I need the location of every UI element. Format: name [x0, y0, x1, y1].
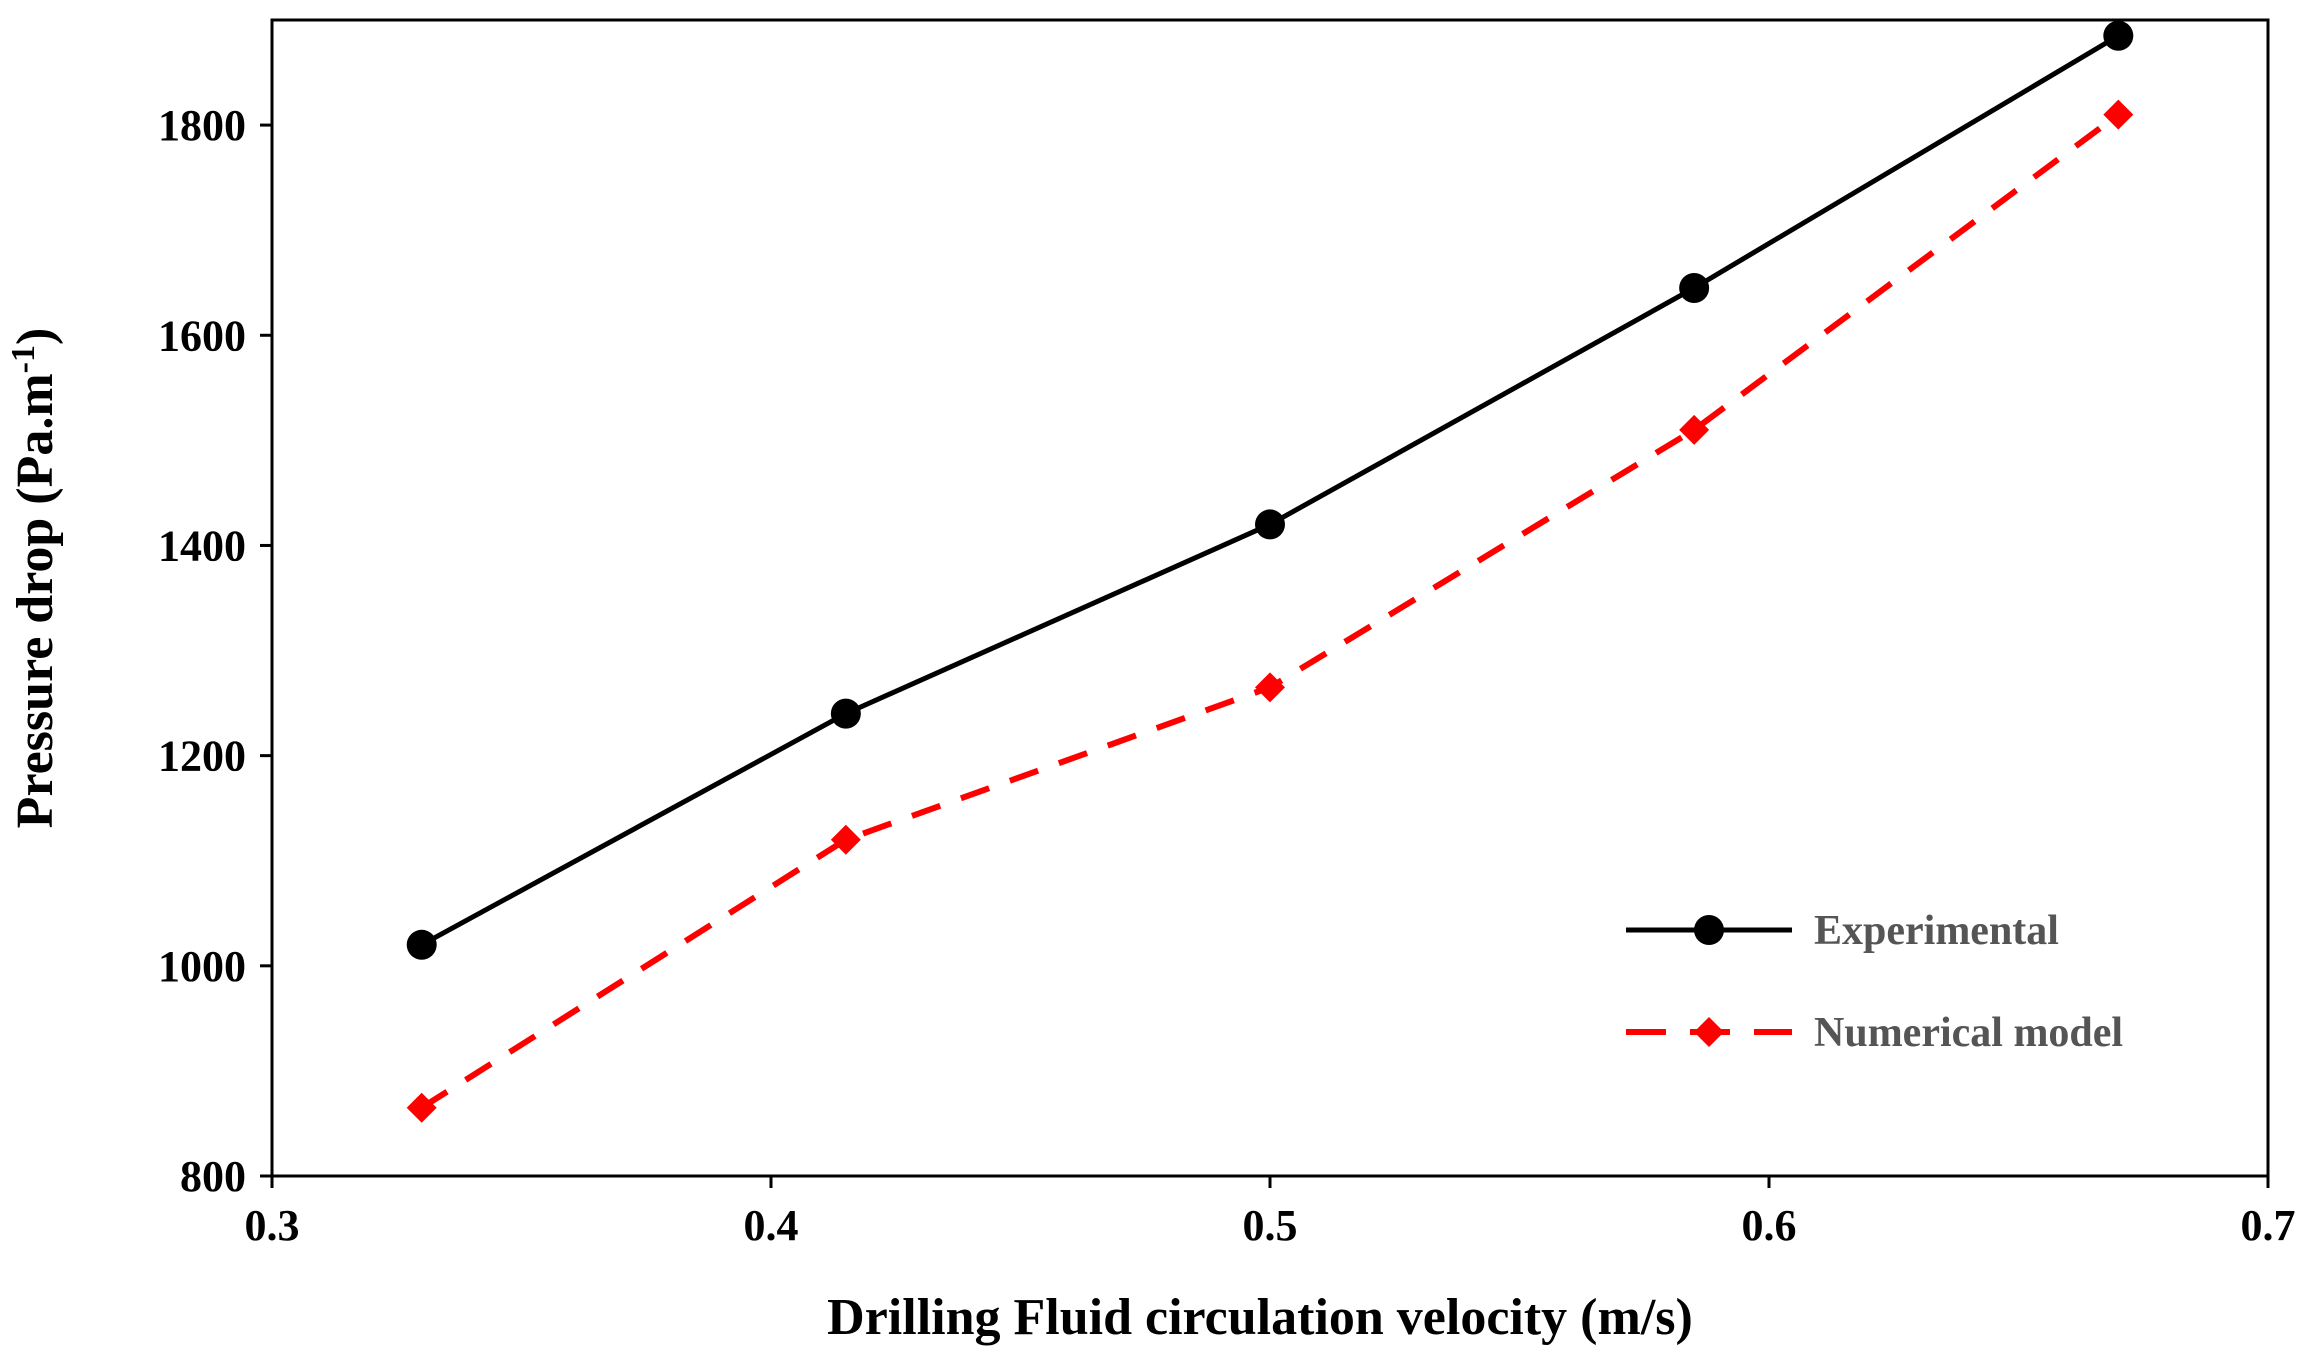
data-point-experimental: [406, 929, 437, 960]
data-point-experimental: [2103, 20, 2134, 51]
y-tick-label: 1800: [158, 101, 246, 150]
y-tick-label: 1200: [158, 732, 246, 781]
y-axis-ticks: 800 1000 1200 1400 1600 1800: [158, 101, 272, 1201]
series-layer: [406, 20, 2134, 1123]
x-axis-title: Drilling Fluid circulation velocity (m/s…: [827, 1289, 1693, 1346]
legend-marker-experimental: [1694, 915, 1724, 945]
plot-area-frame: [270, 18, 2270, 1178]
legend: Experimental Numerical model: [1626, 908, 2123, 1056]
data-point-numerical-model: [1679, 414, 1710, 445]
x-tick-label: 0.4: [744, 1201, 799, 1250]
x-axis-ticks: 0.3 0.4 0.5 0.6 0.7: [245, 1176, 2296, 1250]
y-tick-label: 1000: [158, 942, 246, 991]
data-point-experimental: [1679, 272, 1710, 303]
series-line-numerical-model: [420, 112, 2121, 1111]
legend-marker-numerical-model: [1694, 1017, 1724, 1047]
legend-label-experimental: Experimental: [1814, 908, 2059, 954]
data-point-numerical-model: [1255, 672, 1285, 703]
y-axis-title-main: Pressure drop (Pa.m: [7, 373, 64, 828]
data-point-numerical-model: [830, 824, 861, 855]
y-tick-label: 1600: [158, 311, 246, 360]
y-axis-title: Pressure drop (Pa.m-1): [5, 328, 64, 829]
x-tick-label: 0.3: [245, 1201, 300, 1250]
y-axis-title-close: ): [7, 328, 64, 345]
y-axis-title-superscript: -1: [5, 345, 42, 373]
x-tick-label: 0.6: [1742, 1201, 1797, 1250]
legend-label-numerical-model: Numerical model: [1814, 1010, 2123, 1056]
series-line-experimental: [420, 33, 2120, 947]
data-point-experimental: [1255, 509, 1285, 540]
x-tick-label: 0.7: [2241, 1201, 2296, 1250]
x-tick-label: 0.5: [1243, 1201, 1298, 1250]
data-point-numerical-model: [406, 1092, 437, 1123]
y-tick-label: 1400: [158, 521, 246, 570]
y-tick-label: 800: [180, 1152, 246, 1201]
data-point-experimental: [830, 698, 861, 729]
data-point-numerical-model: [2103, 99, 2134, 130]
